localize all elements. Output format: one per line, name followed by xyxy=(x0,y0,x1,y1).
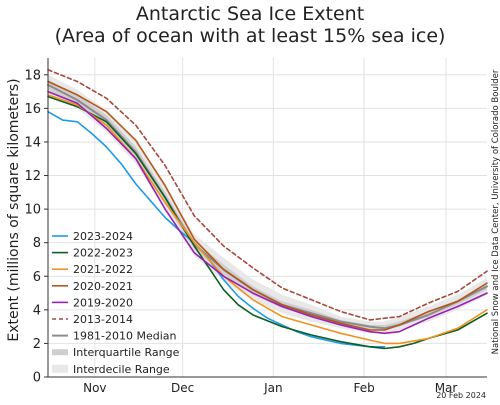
series-line-2019-2020 xyxy=(47,90,488,335)
legend-label: Interquartile Range xyxy=(73,346,180,359)
x-tick-label: Nov xyxy=(83,381,106,395)
legend-label: 2013-2014 xyxy=(73,313,133,326)
legend-item: 2021-2022 xyxy=(52,263,133,276)
y-tick-label: 12 xyxy=(24,169,41,184)
legend-label: 2022-2023 xyxy=(73,247,133,260)
y-tick-label: 6 xyxy=(33,270,41,285)
legend-item: Interdecile Range xyxy=(52,363,170,376)
chart-title: Antarctic Sea Ice Extent xyxy=(135,3,365,25)
legend-label: 2023-2024 xyxy=(73,230,133,243)
legend-item: 2022-2023 xyxy=(52,247,133,260)
y-tick-label: 4 xyxy=(33,303,41,318)
y-tick-label: 0 xyxy=(33,371,41,386)
y-tick-label: 2 xyxy=(33,337,41,352)
chart-subtitle: (Area of ocean with at least 15% sea ice… xyxy=(54,25,446,47)
y-tick-label: 10 xyxy=(24,203,41,218)
legend-item: 2020-2021 xyxy=(52,280,133,293)
series-line-2020-2021 xyxy=(47,80,488,331)
y-tick-label: 18 xyxy=(24,68,41,83)
date-stamp: 20 Feb 2024 xyxy=(436,391,486,400)
legend-item: 2019-2020 xyxy=(52,296,133,309)
legend-label: Interdecile Range xyxy=(73,363,170,376)
series-line-2022-2023 xyxy=(47,95,488,350)
legend-label: 1981-2010 Median xyxy=(73,330,176,343)
legend-label: 2020-2021 xyxy=(73,280,133,293)
series-line-2013-2014 xyxy=(47,69,488,321)
y-tick-label: 8 xyxy=(33,236,41,251)
legend-item: 2013-2014 xyxy=(52,313,133,326)
legend-swatch xyxy=(52,349,68,356)
legend-label: 2021-2022 xyxy=(73,263,133,276)
y-tick-label: 14 xyxy=(24,135,41,150)
x-tick-label: Dec xyxy=(171,381,194,395)
legend-swatch xyxy=(52,364,68,373)
x-tick-label: Jan xyxy=(263,381,283,395)
x-tick-label: Mar xyxy=(435,381,458,395)
y-tick-label: 16 xyxy=(24,102,41,117)
legend-item: 2023-2024 xyxy=(52,230,133,243)
legend-item: 1981-2010 Median xyxy=(52,330,176,343)
legend-item: Interquartile Range xyxy=(52,346,180,359)
x-tick-label: Feb xyxy=(353,381,374,395)
legend-label: 2019-2020 xyxy=(73,296,133,309)
